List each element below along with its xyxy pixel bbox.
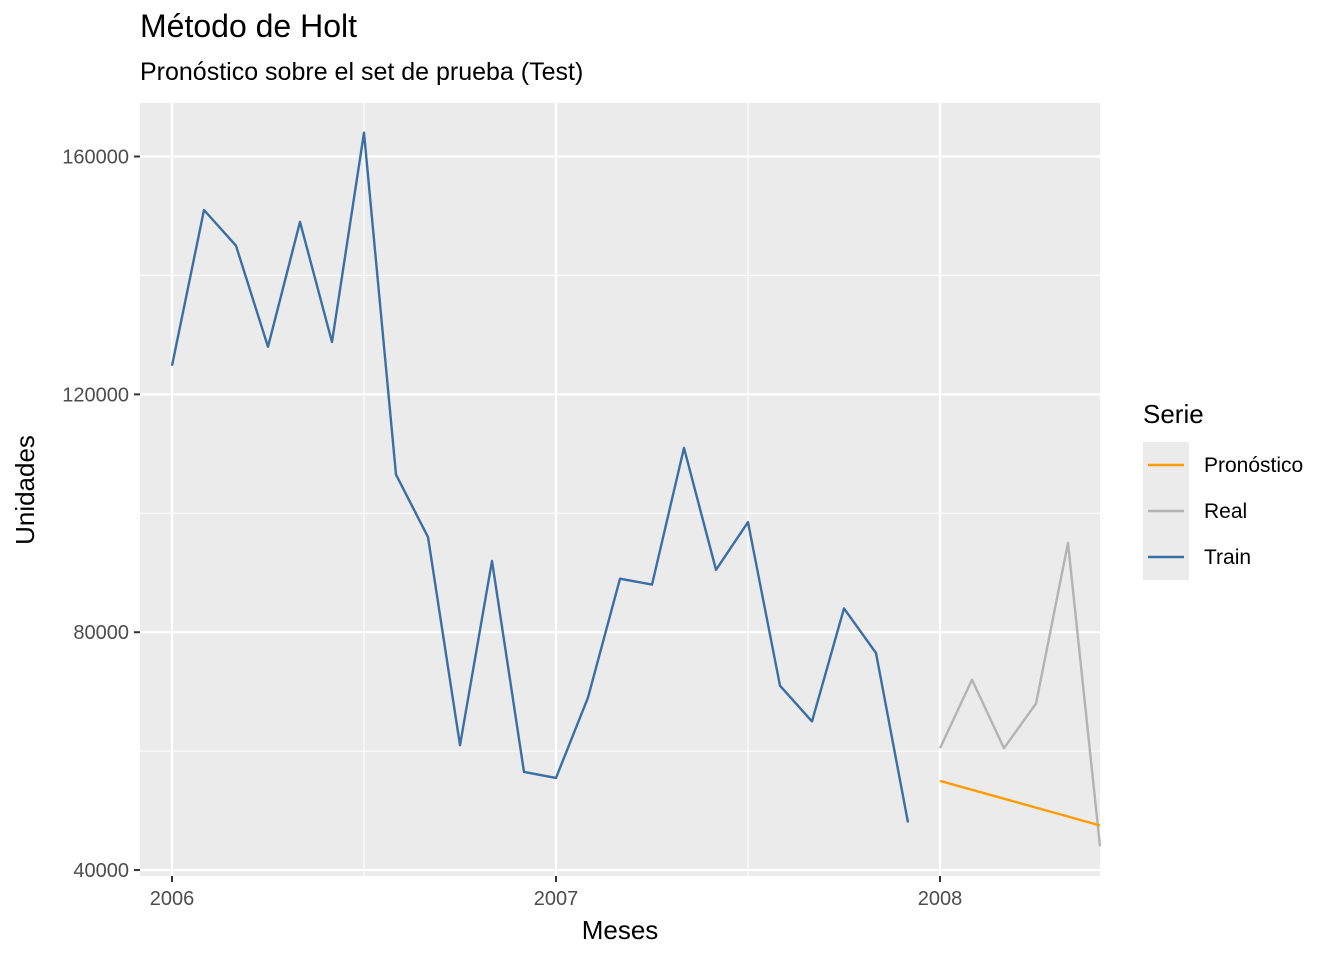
y-tick-label: 80000: [73, 622, 129, 644]
series-line-real: [938, 541, 1102, 847]
major-gridlines: [140, 103, 1100, 876]
legend: Serie Pronóstico Real Train: [1143, 399, 1303, 580]
series-lines: [170, 131, 1102, 847]
y-tick-label: 160000: [62, 147, 129, 169]
x-tick-label: 2006: [150, 888, 195, 910]
chart-subtitle: Pronóstico sobre el set de prueba (Test): [140, 58, 584, 86]
legend-label-real: Real: [1204, 500, 1247, 523]
y-axis-title: Unidades: [10, 435, 40, 545]
series-line-train: [170, 131, 910, 823]
y-tick-label: 40000: [73, 860, 129, 882]
chart-title: Método de Holt: [140, 8, 358, 44]
x-axis-title: Meses: [582, 915, 659, 945]
x-tick-label: 2007: [534, 888, 579, 910]
plot-panel: [140, 103, 1100, 876]
x-tick-label: 2008: [918, 888, 963, 910]
legend-label-train: Train: [1204, 546, 1251, 569]
series-line-pronostico: [939, 779, 1101, 827]
legend-title: Serie: [1143, 399, 1204, 429]
axes: 40000 80000 120000 160000 2006 2007 2008: [62, 147, 962, 910]
legend-label-pronostico: Pronóstico: [1204, 454, 1303, 477]
y-tick-label: 120000: [62, 384, 129, 406]
